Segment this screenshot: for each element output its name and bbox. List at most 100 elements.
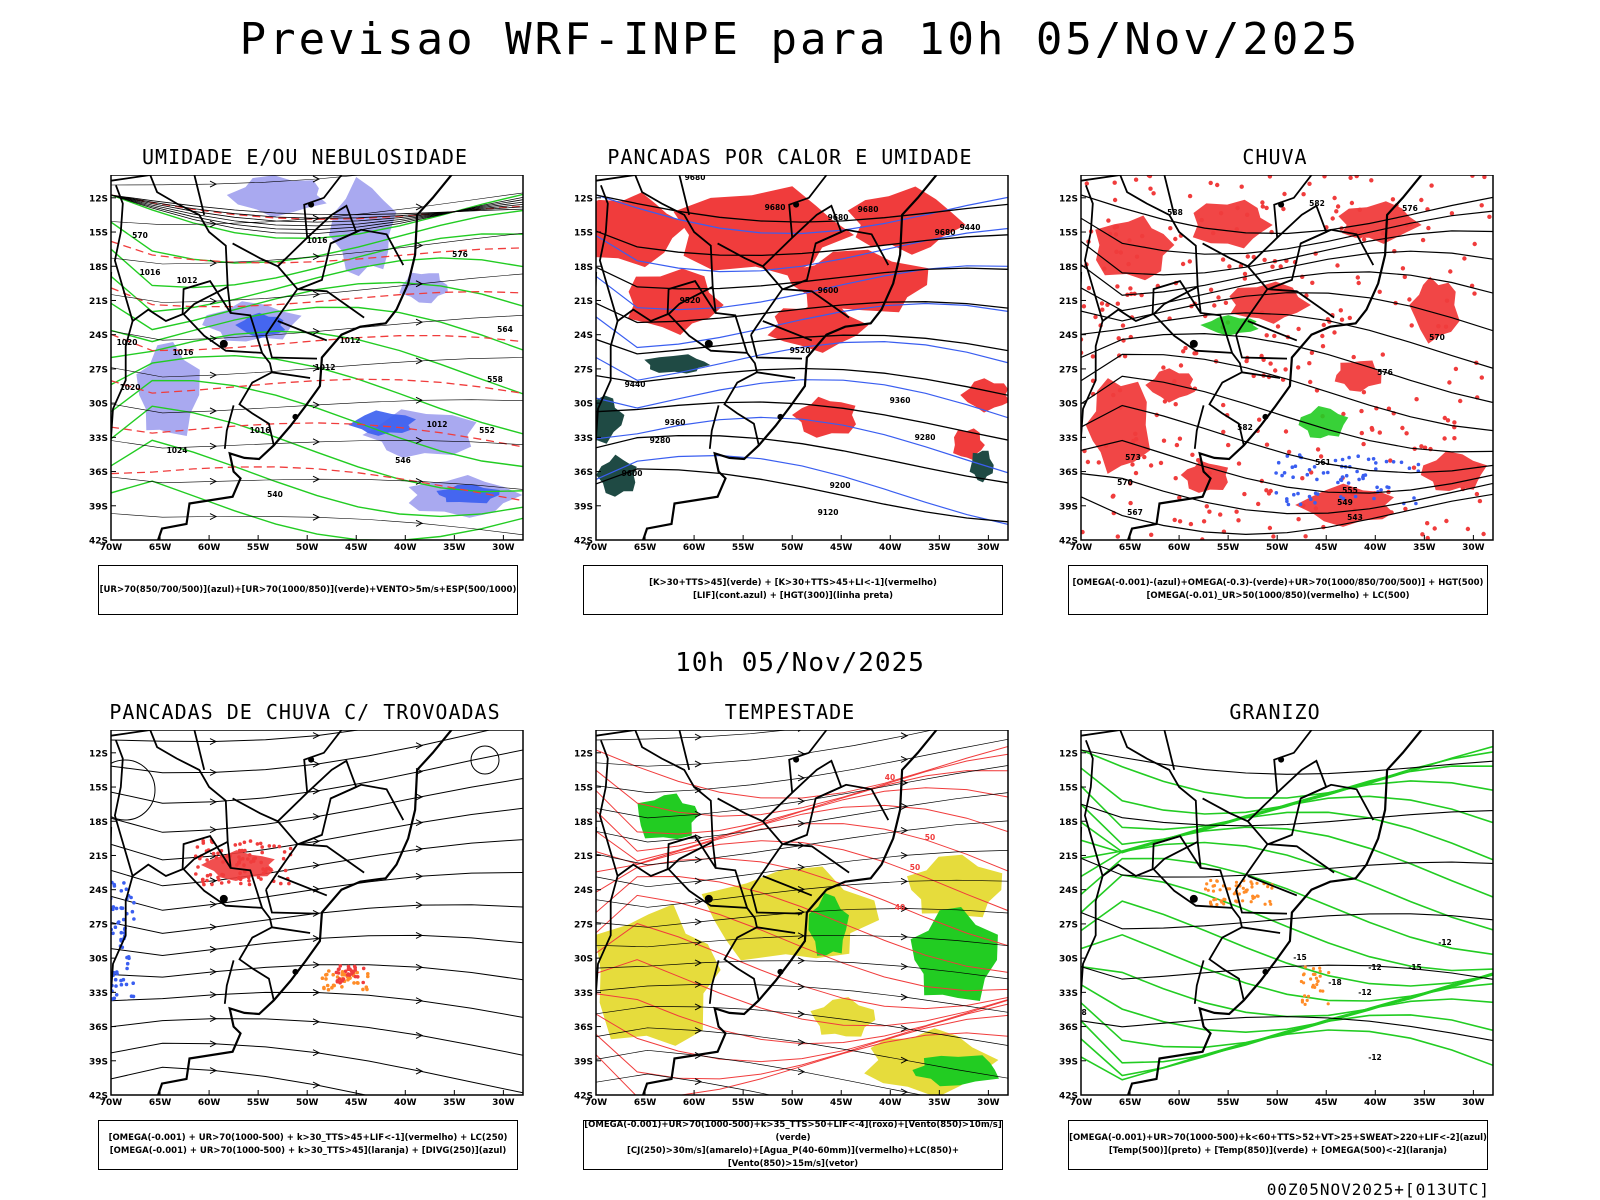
- state-border: [297, 843, 365, 874]
- speckle: [124, 982, 129, 987]
- streamline-arrow: [312, 1018, 321, 1026]
- streamline: [111, 730, 492, 774]
- state-border: [756, 926, 796, 934]
- streamline-arrow: [900, 933, 909, 941]
- contour-label: 564: [497, 325, 513, 334]
- contour-line: [1081, 353, 1493, 432]
- speckle: [1330, 216, 1335, 221]
- speckle: [1425, 535, 1430, 540]
- speckle: [1260, 200, 1265, 205]
- speckle: [1313, 491, 1318, 496]
- speckle: [1309, 977, 1313, 981]
- contour-label: 1024: [167, 446, 188, 455]
- humidity-area: [226, 175, 327, 218]
- contour-line: [1081, 765, 1493, 831]
- lake: [704, 894, 713, 903]
- speckle: [242, 840, 247, 845]
- speckle: [1278, 264, 1283, 269]
- streamline-arrow: [312, 1049, 321, 1057]
- speckle: [1400, 266, 1406, 271]
- contour-line: [111, 257, 523, 313]
- streamline-arrow: [312, 861, 321, 869]
- lat-tick-label: 24S: [1059, 331, 1078, 341]
- streamline-arrow: [415, 477, 424, 485]
- speckle: [1320, 344, 1326, 349]
- contour-label: -12: [1358, 988, 1372, 997]
- contour-line: [1081, 900, 1493, 987]
- speckle: [1212, 898, 1216, 902]
- streamline-arrow: [312, 813, 321, 821]
- lake: [1278, 756, 1285, 763]
- speckle: [1307, 468, 1312, 472]
- speckle: [1102, 266, 1107, 271]
- speckle: [1296, 491, 1300, 496]
- streamline-arrow: [694, 760, 703, 768]
- streamline: [596, 1027, 1008, 1079]
- speckle: [1211, 230, 1216, 236]
- speckle: [1372, 496, 1376, 501]
- speckle: [1161, 365, 1166, 370]
- speckle: [1416, 462, 1421, 467]
- speckle: [1255, 894, 1259, 898]
- map-tempestade: 40 50 40 50 12S 15S 18S 21S 24S 27S 30S 33S 36S 39S 42…: [574, 730, 1009, 1108]
- speckle: [1249, 900, 1253, 904]
- speckle: [1326, 470, 1330, 475]
- speckle: [1266, 885, 1270, 889]
- state-border: [1202, 242, 1269, 336]
- speckle: [1142, 454, 1147, 460]
- speckle: [337, 977, 342, 981]
- speckle: [361, 987, 365, 992]
- speckle: [259, 877, 263, 881]
- contour-line: [596, 434, 1008, 484]
- speckle: [1318, 969, 1322, 973]
- streamline-arrow: [694, 980, 703, 988]
- contour-label: 576: [452, 250, 468, 259]
- streamline-arrow: [415, 872, 424, 880]
- legend-line: [OMEGA(-0.01)_UR>50(1000/850)(vermelho) …: [1146, 591, 1410, 601]
- panel-title: UMIDADE E/OU NEBULOSIDADE: [141, 145, 469, 169]
- lon-tick-label: 55W: [247, 543, 270, 553]
- speckle: [1340, 475, 1345, 479]
- state-border: [596, 730, 760, 1001]
- streamline-arrow: [415, 1067, 424, 1075]
- streamline-arrow: [312, 327, 321, 335]
- speckle: [124, 887, 129, 891]
- streamline: [111, 964, 523, 981]
- speckle: [238, 842, 242, 846]
- contour-label: 570: [132, 231, 148, 240]
- speckle: [1115, 301, 1120, 306]
- state-border: [596, 320, 619, 448]
- contour-line: [111, 422, 523, 448]
- lon-tick-label: 45W: [345, 1098, 368, 1108]
- lon-tick-label: 65W: [149, 1098, 172, 1108]
- streamline: [596, 792, 1008, 843]
- speckle: [1128, 286, 1133, 291]
- streamline-arrow: [209, 1040, 218, 1048]
- map-layer: 588 582 576 573 570 567 582 576 570 561 555 549 543: [1081, 175, 1493, 540]
- streamline-arrow: [797, 983, 806, 991]
- legend-box: [K>30+TTS>45](verde) + [K>30+TTS>45+LI<-…: [583, 565, 1003, 615]
- speckle: [205, 873, 210, 878]
- speckle: [1273, 368, 1278, 373]
- lat-tick-label: 21S: [1059, 852, 1078, 862]
- speckle: [1412, 496, 1416, 500]
- lat-tick-label: 39S: [89, 1057, 108, 1067]
- jet-area: [907, 854, 1003, 918]
- streamline: [111, 730, 362, 743]
- speckle: [126, 955, 131, 959]
- speckle: [114, 906, 119, 911]
- map-frame: [595, 730, 1009, 1096]
- speckle: [198, 856, 202, 861]
- speckle: [1344, 473, 1349, 478]
- speckle: [125, 961, 130, 966]
- speckle: [1239, 184, 1244, 189]
- speckle: [1161, 438, 1167, 443]
- speckle: [1173, 476, 1178, 481]
- contour-label: 9600: [622, 469, 643, 478]
- speckle: [337, 967, 341, 971]
- lake: [793, 201, 800, 208]
- speckle: [281, 856, 286, 861]
- lat-tick-label: 15S: [89, 784, 108, 794]
- streamline-arrow: [415, 742, 424, 750]
